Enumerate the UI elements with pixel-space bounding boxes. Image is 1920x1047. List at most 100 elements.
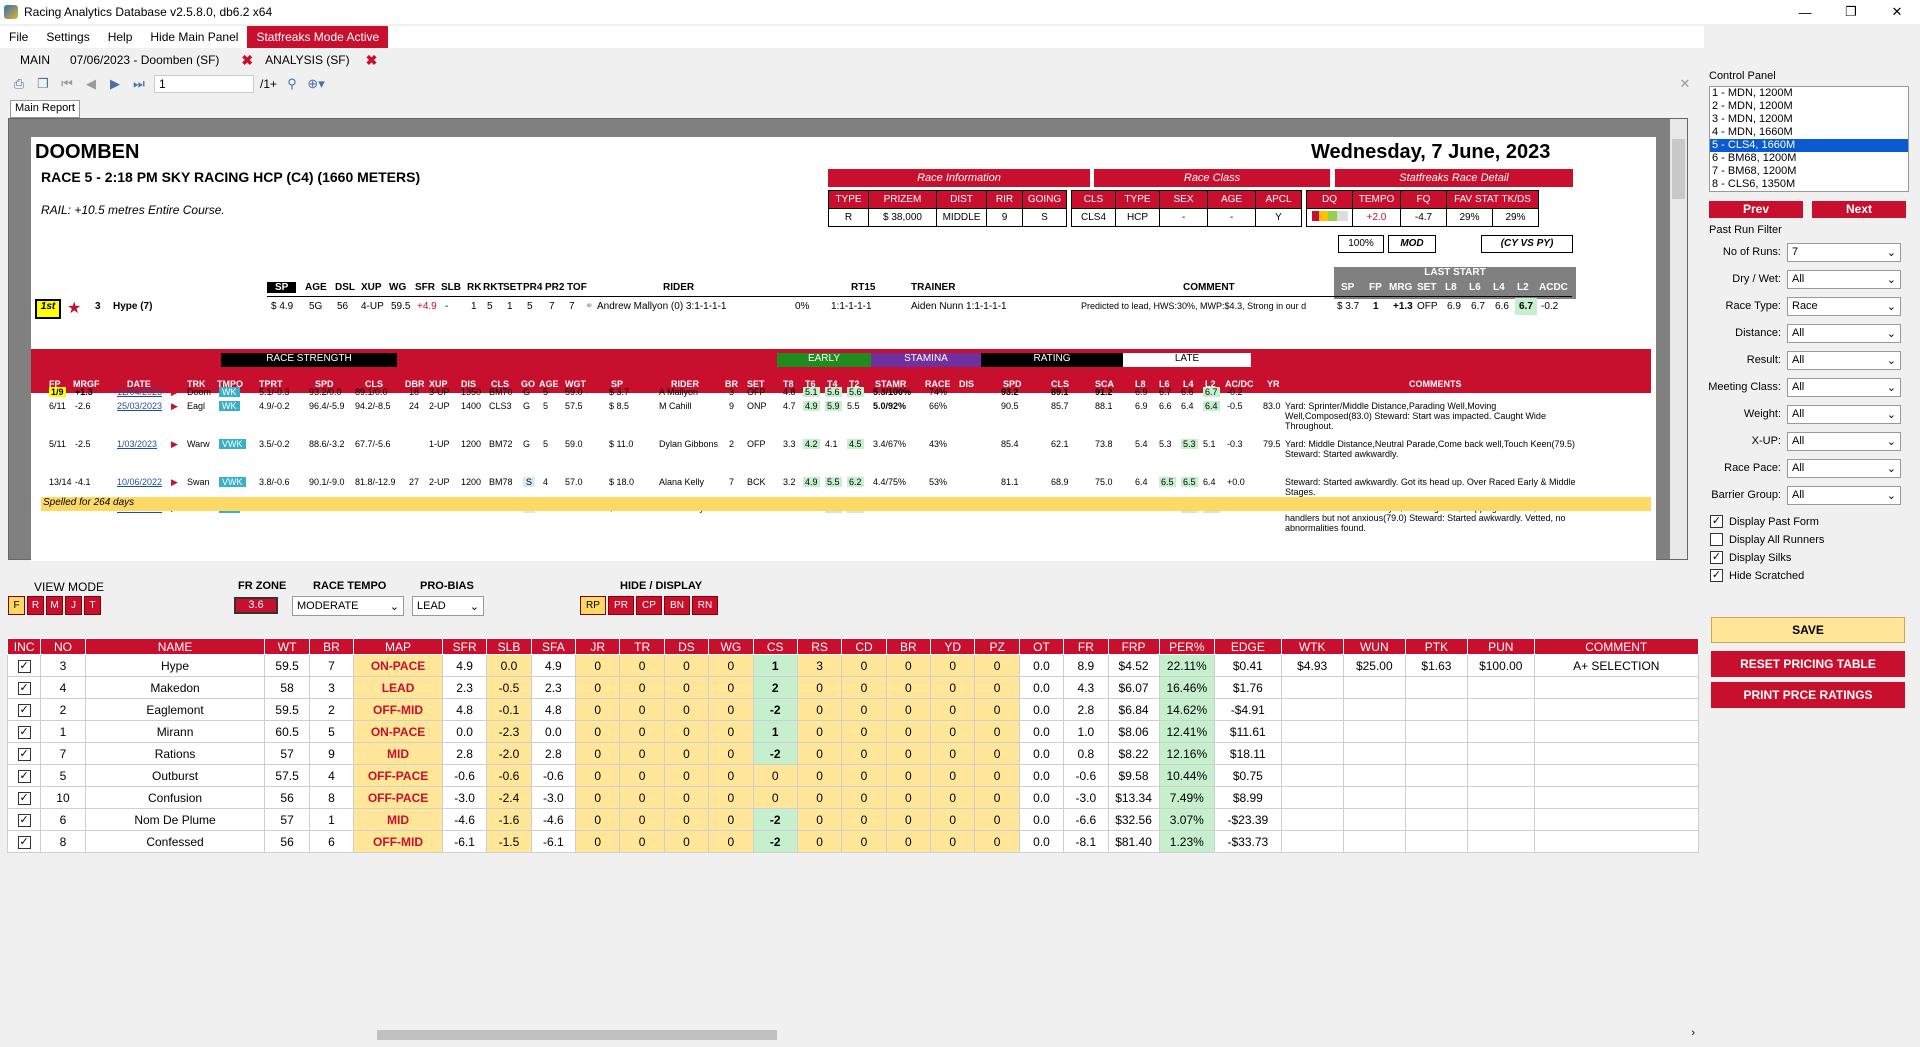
print-icon[interactable]: ⎙ — [13, 76, 25, 91]
view-mode-j[interactable]: J — [65, 596, 82, 615]
grid-header-ptk[interactable]: PTK — [1404, 638, 1468, 655]
grid-header-cd[interactable]: CD — [841, 638, 887, 655]
last-page-icon[interactable]: ⏭ — [133, 76, 145, 91]
grid-header-pun[interactable]: PUN — [1466, 638, 1535, 655]
checkbox[interactable]: ✓ — [17, 726, 31, 739]
grid-header-name[interactable]: NAME — [84, 638, 266, 655]
maximize-button[interactable]: ❐ — [1845, 4, 1857, 19]
grid-header-ot[interactable]: OT — [1018, 638, 1065, 655]
include-checkbox[interactable]: ✓ — [6, 764, 42, 787]
prev-page-icon[interactable]: ◀ — [86, 76, 96, 91]
grid-row[interactable]: ✓ 7 Rations 57 9 MID 2.8 -2.0 2.8 0 0 0 0 -2 0 0 0 0 0 0.0 0… — [6, 742, 1700, 765]
checkbox[interactable]: ✓ — [17, 682, 31, 695]
grid-header-jr[interactable]: JR — [575, 638, 621, 655]
display-option[interactable]: ✓ Hide Scratched — [1710, 569, 1804, 582]
grid-header-sfr[interactable]: SFR — [441, 638, 488, 655]
grid-header-br[interactable]: BR — [308, 638, 355, 655]
grid-cell-comment[interactable] — [1533, 676, 1700, 699]
display-option[interactable]: ✓ Display Silks — [1710, 551, 1791, 564]
grid-header-wtk[interactable]: WTK — [1280, 638, 1344, 655]
tab-main[interactable]: MAIN — [0, 51, 64, 69]
form-date[interactable]: 10/06/2022 — [117, 477, 163, 487]
include-checkbox[interactable]: ✓ — [6, 742, 42, 765]
race-list-item[interactable]: 1 - MDN, 1200M — [1712, 87, 1793, 99]
view-mode-f[interactable]: F — [8, 596, 25, 615]
checkbox[interactable]: ✓ — [17, 660, 31, 673]
filter-select[interactable]: All ⌄ — [1787, 458, 1901, 478]
include-checkbox[interactable]: ✓ — [6, 676, 42, 699]
filter-select[interactable]: All ⌄ — [1787, 404, 1901, 424]
include-checkbox[interactable]: ✓ — [6, 654, 42, 677]
filter-select[interactable]: All ⌄ — [1787, 323, 1901, 343]
checkbox[interactable]: ✓ — [1710, 569, 1723, 582]
grid-header-sfa[interactable]: SFA — [530, 638, 577, 655]
filter-select[interactable]: All ⌄ — [1787, 350, 1901, 370]
toggle-pr[interactable]: PR — [608, 596, 634, 615]
scroll-right-icon[interactable]: › — [1691, 1027, 1695, 1039]
filter-select[interactable]: Race ⌄ — [1787, 296, 1901, 316]
checkbox[interactable]: ✓ — [1710, 551, 1723, 564]
grid-cell-comment[interactable] — [1533, 698, 1700, 721]
grid-row[interactable]: ✓ 5 Outburst 57.5 4 OFF-PACE -0.6 -0.6 -0.6 0 0 0 0 0… — [6, 764, 1700, 787]
filter-select[interactable]: 7 ⌄ — [1787, 242, 1901, 262]
grid-row[interactable]: ✓ 10 Confusion 56 8 OFF-PACE -3.0 -2.4 -3.0 0 0 0 0 0… — [6, 786, 1700, 809]
copy-icon[interactable]: ❐ — [37, 76, 49, 91]
checkbox[interactable]: ✓ — [17, 748, 31, 761]
race-list[interactable]: 1 - MDN, 1200M 2 - MDN, 1200M 3 - MDN, 120… — [1709, 86, 1909, 192]
grid-header-cs[interactable]: CS — [752, 638, 798, 655]
grid-cell-comment[interactable] — [1533, 830, 1700, 853]
race-list-item[interactable]: 4 - MDN, 1660M — [1712, 126, 1793, 138]
grid-row[interactable]: ✓ 4 Makedon 58 3 LEAD 2.3 -0.5 2.3 0 0 0 0 2 0 0 0 0 0 0.0 4… — [6, 676, 1700, 699]
tab-analysis[interactable]: ANALYSIS (SF) ✖ — [259, 51, 383, 69]
checkbox[interactable]: ✓ — [17, 704, 31, 717]
expand-arrow-icon[interactable]: ▶ — [171, 477, 178, 487]
grid-header-wg[interactable]: WG — [708, 638, 754, 655]
pro-bias-select[interactable]: LEAD ⌄ — [412, 596, 484, 616]
view-mode-m[interactable]: M — [46, 596, 63, 615]
include-checkbox[interactable]: ✓ — [6, 786, 42, 809]
fr-zone-value[interactable]: 3.6 — [234, 597, 278, 614]
report-vertical-scrollbar[interactable] — [1670, 119, 1687, 559]
form-date[interactable]: 25/03/2023 — [117, 401, 163, 411]
menu-help[interactable]: Help — [107, 30, 133, 44]
grid-header-edge[interactable]: EDGE — [1214, 638, 1282, 655]
grid-header-comment[interactable]: COMMENT — [1533, 638, 1700, 655]
close-report-icon[interactable]: ✕ — [1679, 76, 1691, 91]
grid-header-no[interactable]: NO — [40, 638, 86, 655]
grid-header-wun[interactable]: WUN — [1342, 638, 1406, 655]
menu-file[interactable]: File — [9, 30, 29, 44]
grid-header-yd[interactable]: YD — [930, 638, 976, 655]
expand-arrow-icon[interactable]: ▶ — [171, 401, 178, 411]
scroll-thumb[interactable] — [377, 1030, 777, 1040]
race-tempo-select[interactable]: MODERATE ⌄ — [292, 596, 404, 616]
scroll-thumb[interactable] — [1672, 139, 1685, 199]
toggle-cp[interactable]: CP — [636, 596, 662, 615]
grid-cell-comment[interactable]: A+ SELECTION — [1533, 654, 1700, 677]
checkbox[interactable]: ✓ — [17, 836, 31, 849]
view-mode-r[interactable]: R — [27, 596, 44, 615]
include-checkbox[interactable]: ✓ — [6, 698, 42, 721]
tab-meeting[interactable]: 07/06/2023 - Doomben (SF) ✖ — [64, 51, 259, 69]
menu-settings[interactable]: Settings — [46, 30, 90, 44]
checkbox[interactable]: ✓ — [1710, 515, 1723, 528]
first-page-icon[interactable]: ⏮ — [61, 76, 73, 91]
main-report-tab[interactable]: Main Report — [10, 100, 80, 118]
race-list-item[interactable]: 5 - CLS4, 1660M — [1710, 139, 1908, 152]
grid-header-slb[interactable]: SLB — [486, 638, 532, 655]
grid-row[interactable]: ✓ 8 Confessed 56 6 OFF-MID -6.1 -1.5 -6.1 0 0 0 0 -2 0… — [6, 830, 1700, 853]
display-option[interactable]: Display All Runners — [1710, 533, 1824, 546]
grid-row[interactable]: ✓ 3 Hype 59.5 7 ON-PACE 4.9 0.0 4.9 0 0 0 0 1 3 0 0 0 0 0.0… — [6, 654, 1700, 677]
next-page-icon[interactable]: ▶ — [110, 76, 120, 91]
race-list-item[interactable]: 7 - BM68, 1200M — [1712, 165, 1797, 177]
expand-arrow-icon[interactable]: ▶ — [171, 439, 178, 449]
grid-cell-comment[interactable] — [1533, 720, 1700, 743]
toggle-bn[interactable]: BN — [664, 596, 690, 615]
grid-cell-comment[interactable] — [1533, 764, 1700, 787]
save-button[interactable]: SAVE — [1711, 617, 1905, 643]
grid-header-tr[interactable]: TR — [619, 638, 665, 655]
grid-header-per[interactable]: PER% — [1158, 638, 1216, 655]
checkbox[interactable]: ✓ — [17, 770, 31, 783]
include-checkbox[interactable]: ✓ — [6, 720, 42, 743]
grid-header-wt[interactable]: WT — [264, 638, 310, 655]
grid-cell-comment[interactable] — [1533, 786, 1700, 809]
